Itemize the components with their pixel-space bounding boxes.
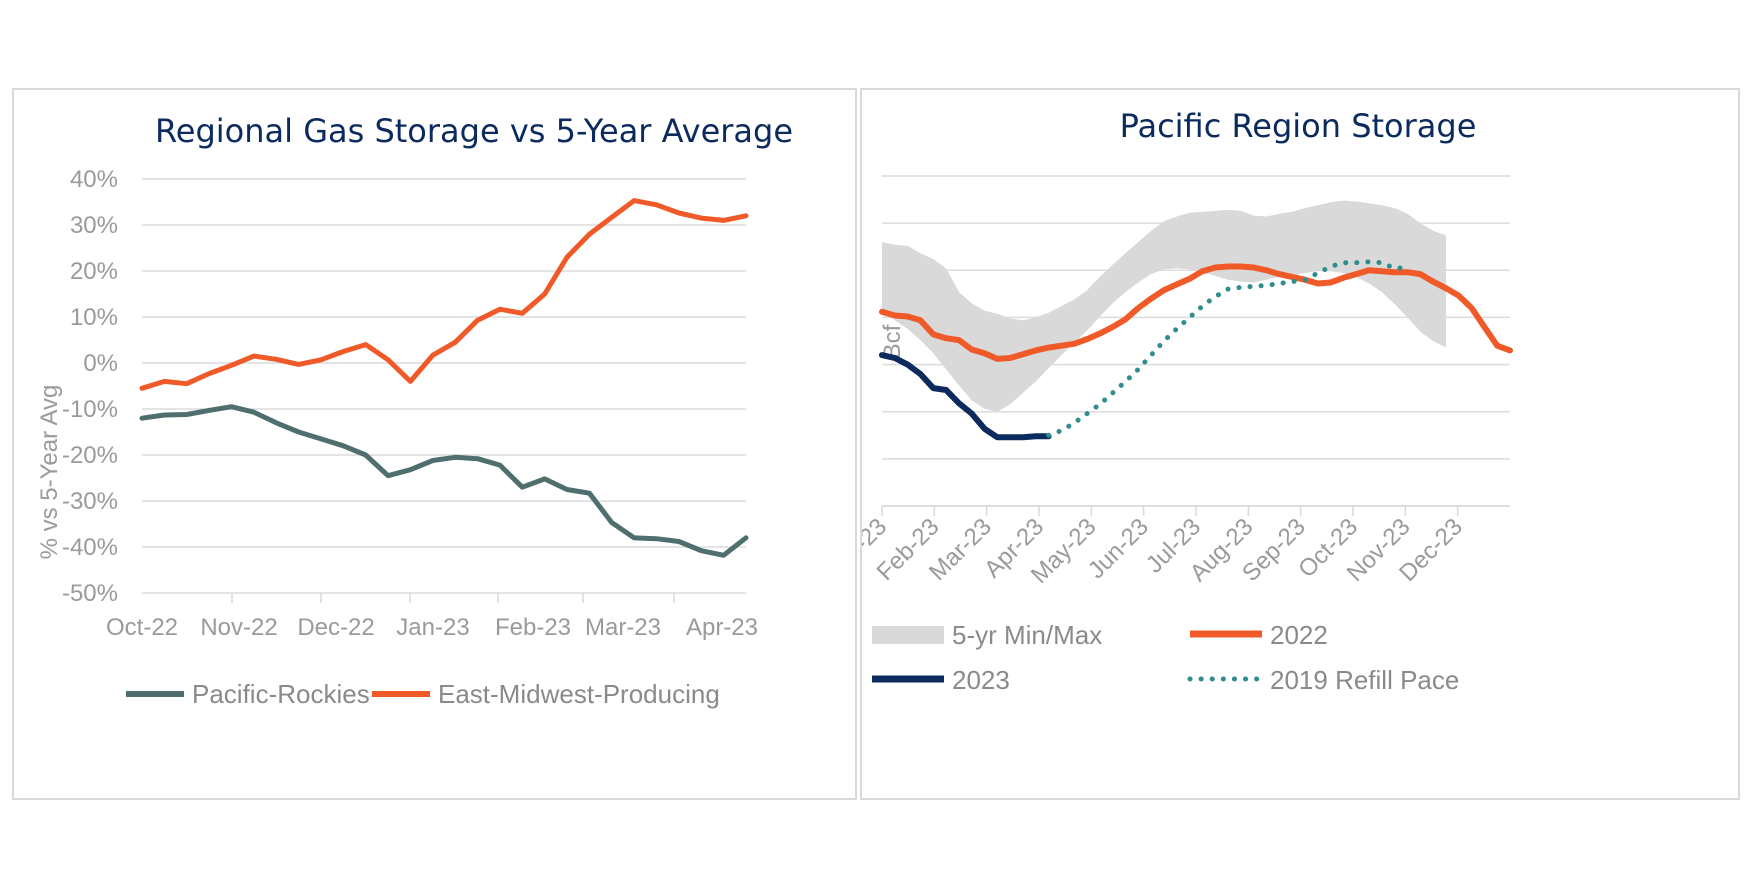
min-max-band <box>882 200 1446 412</box>
x-tick-label: Jun-23 <box>1083 513 1154 584</box>
y-tick-label: 40% <box>70 166 118 193</box>
chart-title: Pacific Region Storage <box>1120 107 1477 145</box>
pacific-storage-chart: Pacific Region Storage Bcf 3503002502001… <box>862 107 1513 695</box>
legend-label-2022: 2022 <box>1270 620 1328 650</box>
y-tick-label: -20% <box>62 442 118 469</box>
x-tick-label: Dec-22 <box>297 614 374 641</box>
chart-title: Regional Gas Storage vs 5-Year Average <box>155 112 793 150</box>
series-line-2022 <box>879 263 1513 362</box>
legend: Pacific-Rockies East-Midwest-Producing <box>126 679 720 709</box>
series-line-2019-refill-pace <box>1046 259 1410 438</box>
series-line-2023 <box>879 352 1052 441</box>
y-tick-label: -40% <box>62 534 118 561</box>
chart-panel-pacific-storage: Pacific Region Storage Bcf 3503002502001… <box>860 88 1740 800</box>
x-tick-label: Jan-23 <box>396 614 469 641</box>
chart-panel-storage-vs-average: Regional Gas Storage vs 5-Year Average %… <box>12 88 857 800</box>
x-tick-label: Apr-23 <box>686 614 758 641</box>
legend-label-east-midwest-producing: East-Midwest-Producing <box>438 679 720 709</box>
legend: 5-yr Min/Max 2022 2023 2019 Refill Pace <box>872 620 1459 695</box>
legend-label-pacific-rockies: Pacific-Rockies <box>192 679 370 709</box>
storage-vs-average-chart: Regional Gas Storage vs 5-Year Average %… <box>36 112 793 709</box>
y-tick-label: 0% <box>83 350 118 377</box>
legend-label-2023: 2023 <box>952 665 1010 695</box>
x-tick-label: Feb-23 <box>495 614 571 641</box>
legend-label-2019-refill-pace: 2019 Refill Pace <box>1270 665 1459 695</box>
x-tick-label: Nov-22 <box>200 614 277 641</box>
series-line-pacific-rockies <box>139 404 749 558</box>
legend-swatch-min-max-band <box>872 626 944 644</box>
y-tick-label: -50% <box>62 580 118 607</box>
x-tick-label: Mar-23 <box>585 614 661 641</box>
y-tick-label: 30% <box>70 212 118 239</box>
y-axis-label: % vs 5-Year Avg <box>36 385 63 560</box>
series-line-east-midwest-producing <box>139 198 749 391</box>
y-tick-label: -10% <box>62 396 118 423</box>
y-tick-label: 10% <box>70 304 118 331</box>
legend-label-min-max-band: 5-yr Min/Max <box>952 620 1102 650</box>
x-tick-label: Oct-22 <box>106 614 178 641</box>
y-tick-label: 20% <box>70 258 118 285</box>
y-tick-label: -30% <box>62 488 118 515</box>
